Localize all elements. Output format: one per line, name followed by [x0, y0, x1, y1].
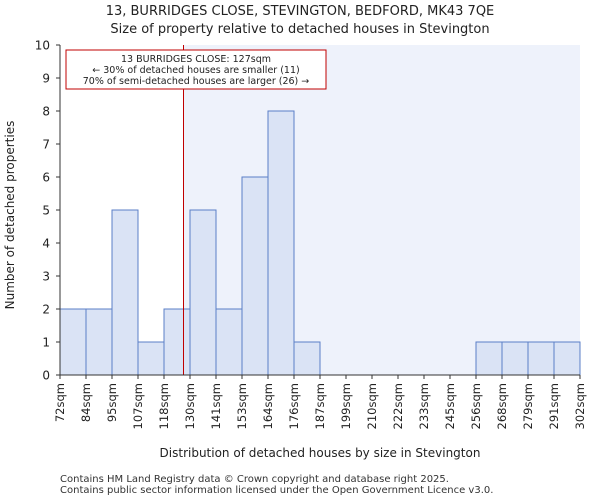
x-tick-label: 233sqm — [417, 383, 431, 429]
bar-153sqm — [241, 176, 269, 376]
x-tick-label: 187sqm — [313, 383, 327, 429]
x-tick-label: 268sqm — [495, 383, 509, 429]
footer-line-2: Contains public sector information licen… — [60, 485, 494, 496]
x-tick-label: 130sqm — [183, 383, 197, 429]
title-block: 13, BURRIDGES CLOSE, STEVINGTON, BEDFORD… — [0, 3, 600, 39]
x-tick-label: 279sqm — [521, 383, 535, 429]
x-tick-label: 107sqm — [131, 383, 145, 429]
bar-107sqm — [137, 341, 165, 376]
x-tick-label: 256sqm — [469, 383, 483, 429]
y-tick-label: 2 — [42, 303, 50, 317]
x-tick-label: 141sqm — [209, 383, 223, 429]
x-ticks-group: 72sqm 84sqm 95sqm 107sqm 118sqm 130sqm 141sqm 1… — [53, 375, 587, 429]
x-tick-label: 72sqm — [53, 383, 67, 422]
y-tick-label: 1 — [42, 336, 50, 350]
bar-291sqm — [553, 341, 581, 376]
bar-72sqm — [59, 308, 87, 376]
x-tick-label: 118sqm — [157, 383, 171, 429]
x-tick-label: 245sqm — [443, 383, 457, 429]
x-tick-label: 176sqm — [287, 383, 301, 429]
y-ticks-group: 0 1 2 3 4 5 6 7 8 9 10 — [35, 39, 60, 383]
bar-118sqm — [163, 308, 191, 376]
x-tick-label: 199sqm — [339, 383, 353, 429]
y-tick-label: 9 — [42, 72, 50, 86]
annotation-border — [65, 49, 327, 90]
bar-176sqm — [293, 341, 321, 376]
x-tick-label: 84sqm — [79, 383, 93, 422]
y-tick-label: 10 — [35, 39, 50, 53]
x-tick-label: 222sqm — [391, 383, 405, 429]
y-tick-label: 7 — [42, 138, 50, 152]
bars-group — [59, 110, 581, 376]
x-tick-label: 291sqm — [547, 383, 561, 429]
footer-line-1: Contains HM Land Registry data © Crown c… — [60, 474, 449, 485]
x-tick-label: 153sqm — [235, 383, 249, 429]
bar-141sqm — [215, 308, 243, 376]
y-tick-label: 0 — [42, 369, 50, 383]
x-tick-label: 164sqm — [261, 383, 275, 429]
chart-title: 13, BURRIDGES CLOSE, STEVINGTON, BEDFORD… — [105, 4, 495, 19]
y-tick-label: 4 — [42, 237, 50, 251]
bar-279sqm — [527, 341, 555, 376]
y-tick-label: 8 — [42, 105, 50, 119]
chart-subtitle: Size of property relative to detached ho… — [110, 22, 490, 37]
annotation-line-3: 70% of semi-detached houses are larger (… — [83, 76, 310, 87]
annotation-box: 13 BURRIDGES CLOSE: 127sqm ← 30% of deta… — [65, 49, 327, 90]
x-tick-label: 95sqm — [105, 383, 119, 422]
y-axis-label: Number of detached properties — [3, 121, 17, 310]
annotation-line-2: ← 30% of detached houses are smaller (11… — [92, 65, 299, 76]
bar-256sqm — [475, 341, 503, 376]
bar-268sqm — [501, 341, 529, 376]
x-tick-label: 302sqm — [573, 383, 587, 429]
x-axis-label: Distribution of detached houses by size … — [160, 446, 481, 460]
y-tick-label: 5 — [42, 204, 50, 218]
bar-164sqm — [267, 110, 295, 376]
bar-130sqm — [189, 209, 217, 376]
histogram-plot: 0 1 2 3 4 5 6 7 8 9 10 72sqm 84sqm 95sqm 107sqm 118sqm… — [3, 39, 587, 461]
x-tick-label: 210sqm — [365, 383, 379, 429]
annotation-line-1: 13 BURRIDGES CLOSE: 127sqm — [121, 54, 271, 65]
footer: Contains HM Land Registry data © Crown c… — [60, 474, 493, 496]
y-tick-label: 6 — [42, 171, 50, 185]
y-tick-label: 3 — [42, 270, 50, 284]
bar-84sqm — [85, 308, 113, 376]
bar-95sqm — [111, 209, 139, 376]
